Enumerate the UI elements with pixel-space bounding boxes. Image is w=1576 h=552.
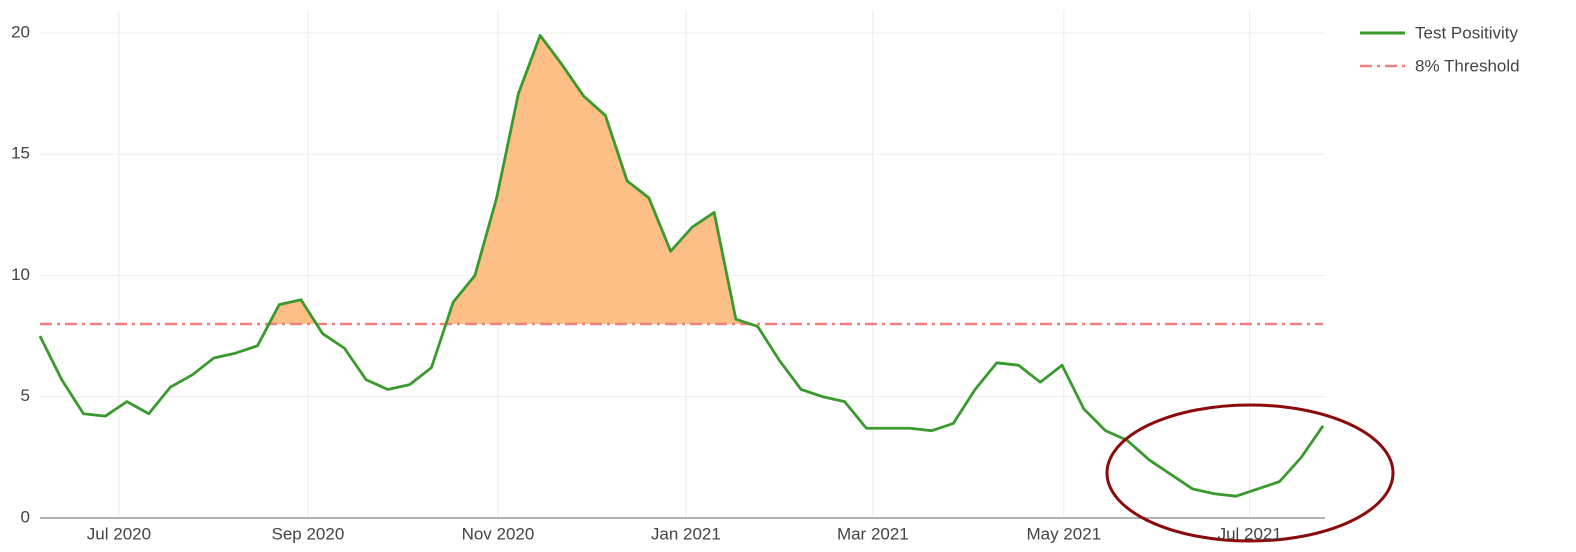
x-tick-label: Nov 2020 [462, 524, 535, 543]
x-tick-label: May 2021 [1026, 524, 1101, 543]
x-tick-label: Sep 2020 [272, 524, 345, 543]
x-tick-label: Jan 2021 [651, 524, 721, 543]
y-tick-label: 0 [21, 507, 30, 526]
legend-label: 8% Threshold [1415, 56, 1520, 75]
grid [40, 10, 1325, 519]
y-tick-label: 15 [11, 144, 30, 163]
x-tick-label: Jul 2020 [87, 524, 151, 543]
x-tick-label: Mar 2021 [837, 524, 909, 543]
y-tick-label: 20 [11, 22, 30, 41]
marks [38, 34, 1325, 498]
fill-above-threshold [445, 35, 751, 325]
series-line [38, 34, 1325, 498]
y-tick-label: 10 [11, 265, 30, 284]
x-tick-label: Jul 2021 [1218, 524, 1282, 543]
legend-label: Test Positivity [1415, 23, 1518, 42]
y-tick-label: 5 [21, 386, 30, 405]
highlight-ellipse [1105, 403, 1395, 543]
